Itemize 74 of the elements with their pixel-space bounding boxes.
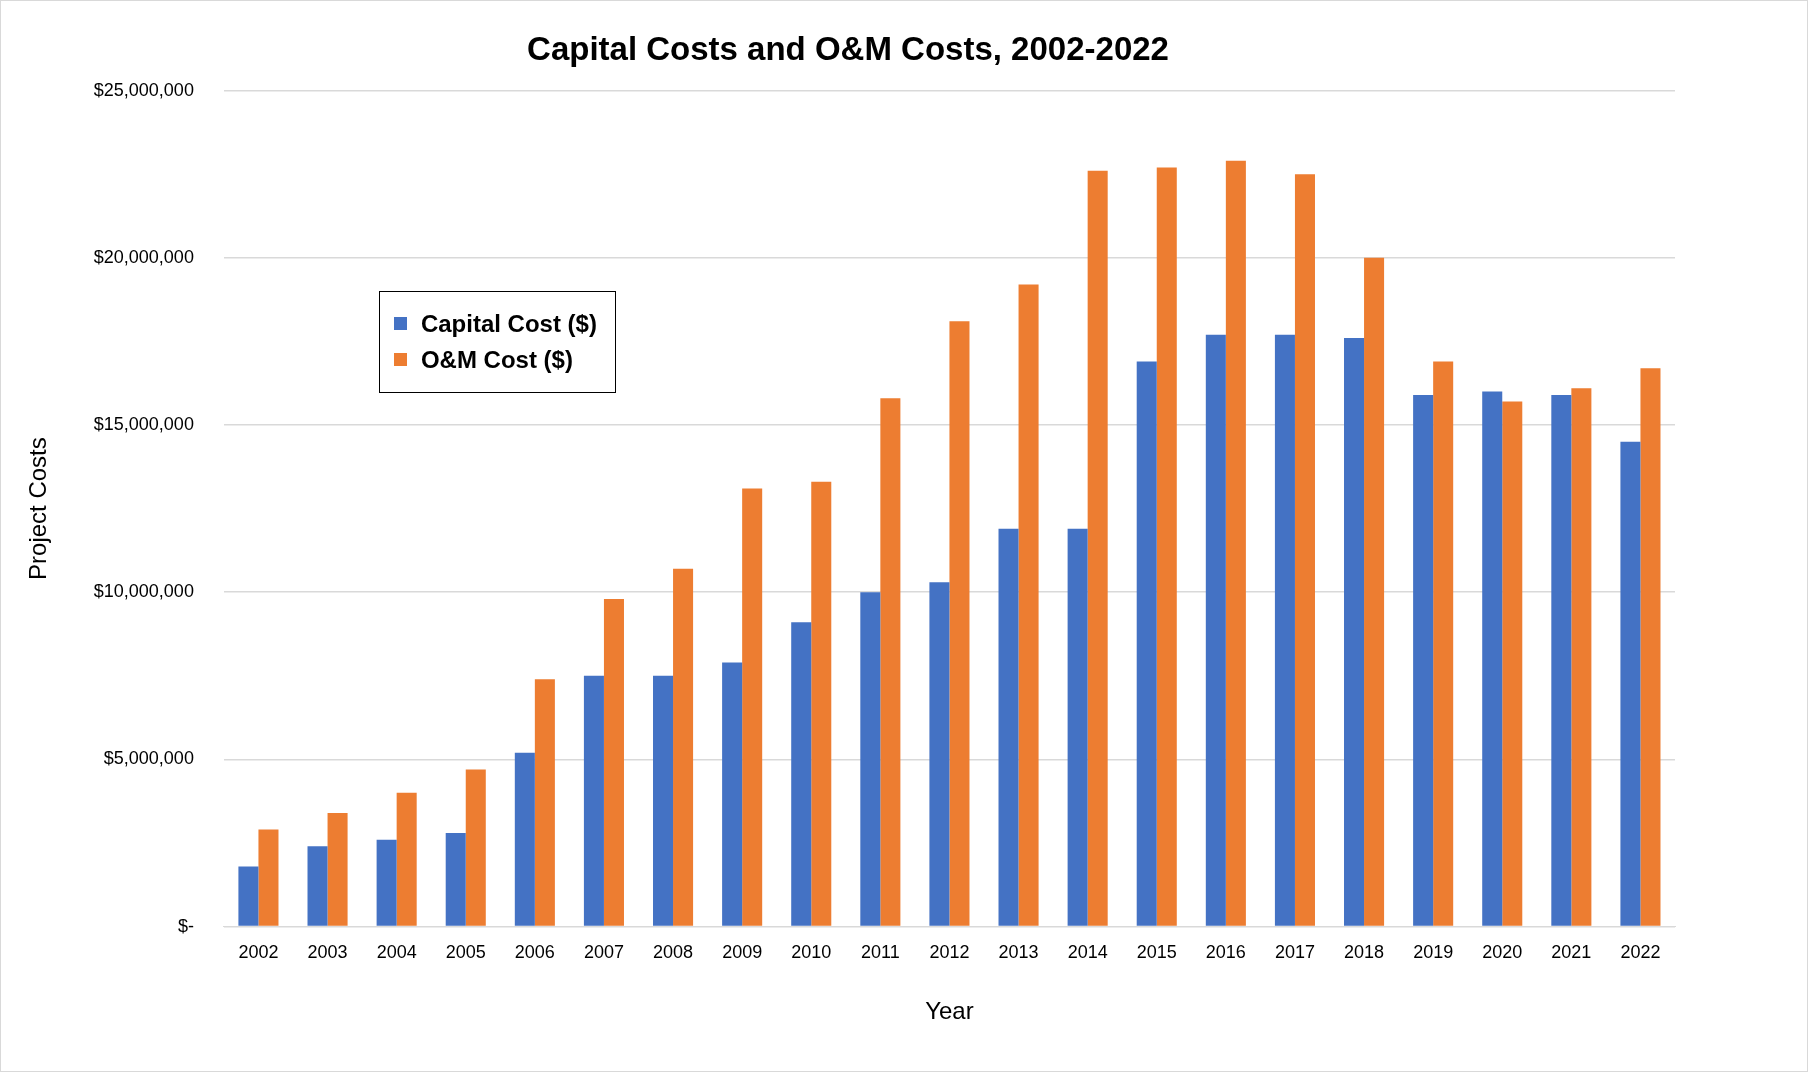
x-tick-label: 2009 <box>722 942 763 963</box>
x-tick-label: 2017 <box>1274 942 1315 963</box>
x-tick-label: 2013 <box>998 942 1039 963</box>
x-tick-label: 2012 <box>929 942 970 963</box>
bar <box>396 792 417 926</box>
x-tick-label: 2021 <box>1551 942 1592 963</box>
bar <box>929 582 950 926</box>
bar <box>811 481 832 926</box>
bar <box>1136 361 1157 926</box>
x-tick-label: 2016 <box>1205 942 1246 963</box>
x-tick-label: 2018 <box>1344 942 1385 963</box>
y-tick-label: $5,000,000 <box>103 748 194 769</box>
bar <box>860 592 881 926</box>
bar <box>880 398 901 926</box>
bar <box>1344 338 1365 926</box>
bar <box>791 622 812 926</box>
bar <box>1018 284 1039 926</box>
x-tick-label: 2008 <box>653 942 694 963</box>
bar <box>1551 394 1572 926</box>
bar <box>238 866 259 926</box>
bar <box>1067 528 1088 926</box>
bar <box>445 832 466 926</box>
x-axis-title: Year <box>925 997 974 1025</box>
y-tick-label: $10,000,000 <box>93 581 194 602</box>
bar <box>1156 167 1177 926</box>
bar <box>258 829 279 926</box>
x-tick-label: 2020 <box>1482 942 1523 963</box>
bar <box>1274 334 1295 926</box>
y-tick-label: $- <box>177 915 194 936</box>
bar <box>1620 441 1641 926</box>
x-tick-label: 2002 <box>238 942 279 963</box>
x-tick-label: 2011 <box>860 942 900 963</box>
bar <box>465 769 486 926</box>
bar <box>1205 334 1226 926</box>
bar <box>673 568 694 926</box>
bar <box>603 598 624 926</box>
y-tick-label: $25,000,000 <box>93 79 194 100</box>
bar <box>1571 388 1592 926</box>
bar <box>1413 394 1434 926</box>
bar <box>949 321 970 926</box>
x-tick-label: 2006 <box>514 942 555 963</box>
bar <box>583 675 604 926</box>
bar <box>722 662 743 926</box>
bar <box>742 488 763 926</box>
bar <box>1502 401 1523 926</box>
x-tick-label: 2022 <box>1620 942 1661 963</box>
bar <box>534 679 555 926</box>
legend-label: Capital Cost ($) <box>420 309 597 338</box>
x-tick-label: 2004 <box>376 942 417 963</box>
y-tick-label: $20,000,000 <box>93 246 194 267</box>
bar <box>376 839 397 926</box>
chart-title: Capital Costs and O&M Costs, 2002-2022 <box>527 29 1169 67</box>
bar <box>514 752 535 926</box>
bar <box>327 812 348 926</box>
bar <box>1225 160 1246 926</box>
x-tick-label: 2005 <box>445 942 486 963</box>
bar <box>1364 257 1385 926</box>
x-tick-label: 2015 <box>1136 942 1177 963</box>
bar <box>1087 170 1108 926</box>
x-tick-label: 2003 <box>307 942 348 963</box>
bar <box>1640 368 1661 926</box>
bar <box>1482 391 1503 926</box>
x-tick-label: 2014 <box>1067 942 1108 963</box>
x-tick-label: 2010 <box>791 942 832 963</box>
legend-label: O&M Cost ($) <box>420 345 573 374</box>
bar <box>653 675 674 926</box>
bar <box>1433 361 1454 926</box>
bar <box>307 846 328 926</box>
y-axis-title: Project Costs <box>24 437 52 580</box>
bar <box>1294 174 1315 926</box>
x-tick-label: 2007 <box>583 942 624 963</box>
x-tick-label: 2019 <box>1413 942 1454 963</box>
bar <box>998 528 1019 926</box>
y-tick-label: $15,000,000 <box>93 413 194 434</box>
